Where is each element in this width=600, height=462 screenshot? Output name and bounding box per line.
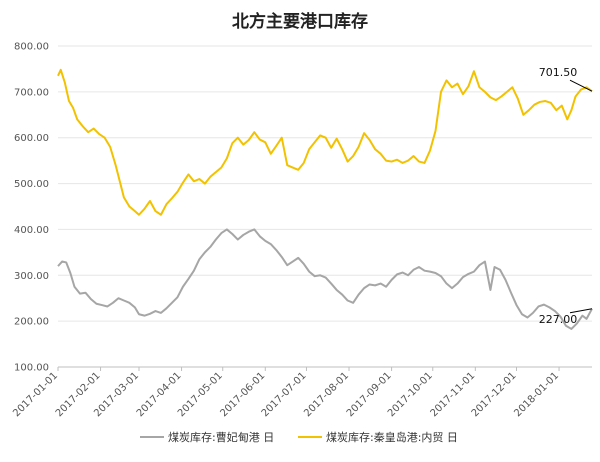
x-tick-label: 2017-12-01: [470, 370, 519, 419]
x-tick-label: 2017-01-01: [11, 370, 60, 419]
series-line-1: [57, 68, 593, 216]
end-labels: 227.00 701.50: [539, 66, 593, 326]
end-label-leader: [569, 308, 593, 314]
y-tick-label: 100.00: [14, 363, 49, 374]
y-tick-label: 700.00: [14, 87, 49, 98]
y-axis: 100.00 200.00 300.00 400.00 500.00 600.00 700.…: [14, 42, 49, 374]
y-tick-label: 400.00: [14, 225, 49, 236]
x-tick-label: 2017-10-01: [386, 370, 435, 419]
series-line-0: [57, 228, 593, 330]
legend-label: 煤炭库存:秦皇岛港:内贸 日: [326, 430, 458, 444]
x-tick-label: 2017-05-01: [176, 370, 225, 419]
end-value-label: 227.00: [539, 313, 578, 326]
x-tick-label: 2017-08-01: [302, 370, 351, 419]
y-tick-label: 800.00: [14, 42, 49, 53]
y-tick-label: 200.00: [14, 317, 49, 328]
y-tick-label: 500.00: [14, 179, 49, 190]
legend-label: 煤炭库存:曹妃甸港 日: [168, 430, 274, 444]
y-tick-label: 300.00: [14, 271, 49, 282]
end-label-leader: [569, 79, 593, 92]
x-axis: 2017-01-012017-02-012017-03-012017-04-01…: [11, 366, 592, 419]
chart-title: 北方主要港口库存: [232, 11, 368, 32]
y-tick-label: 600.00: [14, 133, 49, 144]
series-lines: [57, 68, 593, 330]
x-tick-label: 2018-01-01: [512, 370, 561, 419]
x-tick-label: 2017-07-01: [260, 370, 309, 419]
end-value-label: 701.50: [539, 66, 578, 79]
legend: 煤炭库存:曹妃甸港 日 煤炭库存:秦皇岛港:内贸 日: [140, 430, 458, 444]
